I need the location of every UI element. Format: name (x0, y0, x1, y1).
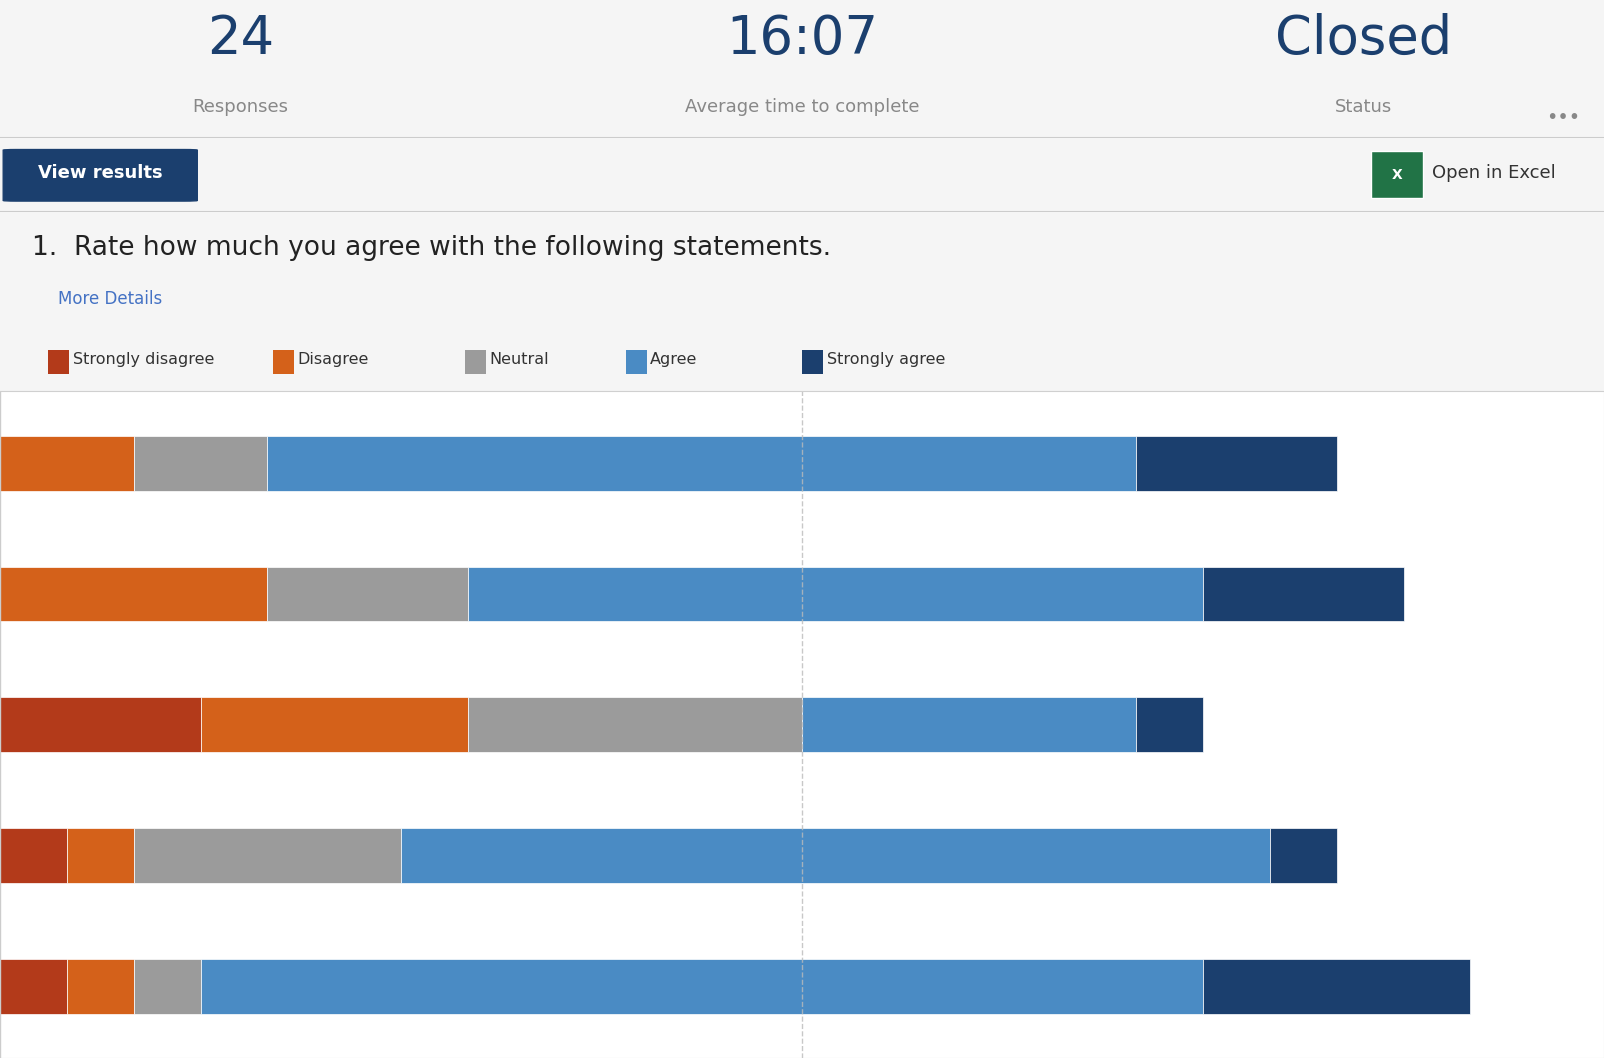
Text: View results: View results (38, 164, 162, 182)
Text: Responses: Responses (192, 98, 289, 116)
Text: •••: ••• (1546, 108, 1580, 127)
Bar (133, 828, 401, 882)
Bar (1203, 567, 1404, 621)
Bar (0, 567, 268, 621)
Bar (0, 697, 200, 752)
Bar (1203, 959, 1471, 1014)
FancyBboxPatch shape (48, 349, 69, 373)
FancyBboxPatch shape (802, 349, 823, 373)
Bar (468, 567, 1203, 621)
Text: Status: Status (1335, 98, 1392, 116)
Bar (268, 567, 468, 621)
FancyBboxPatch shape (273, 349, 294, 373)
Bar (200, 959, 1203, 1014)
Bar (401, 828, 1270, 882)
FancyBboxPatch shape (626, 349, 646, 373)
FancyBboxPatch shape (1371, 151, 1423, 198)
Text: Neutral: Neutral (489, 352, 550, 367)
FancyBboxPatch shape (465, 349, 486, 373)
Text: 16:07: 16:07 (727, 13, 877, 65)
Text: More Details: More Details (58, 290, 162, 308)
Bar (133, 436, 268, 491)
Bar (0, 959, 67, 1014)
Bar (268, 436, 1136, 491)
Text: Open in Excel: Open in Excel (1432, 164, 1556, 182)
Text: 1.  Rate how much you agree with the following statements.: 1. Rate how much you agree with the foll… (32, 235, 831, 261)
Bar (1270, 828, 1336, 882)
Bar (802, 697, 1136, 752)
Bar (200, 697, 468, 752)
Bar (468, 697, 802, 752)
Text: Average time to complete: Average time to complete (685, 98, 919, 116)
Bar (133, 959, 200, 1014)
Text: Strongly agree: Strongly agree (826, 352, 945, 367)
Bar (0, 436, 133, 491)
FancyBboxPatch shape (3, 149, 197, 201)
Text: Disagree: Disagree (297, 352, 369, 367)
Text: Agree: Agree (650, 352, 698, 367)
Bar (0, 828, 67, 882)
Text: Closed: Closed (1275, 13, 1452, 65)
Bar (1136, 436, 1336, 491)
Bar (67, 959, 133, 1014)
Text: X: X (1392, 167, 1402, 182)
Bar (1136, 697, 1203, 752)
Text: 24: 24 (207, 13, 274, 65)
Text: Strongly disagree: Strongly disagree (72, 352, 215, 367)
Bar (67, 828, 133, 882)
